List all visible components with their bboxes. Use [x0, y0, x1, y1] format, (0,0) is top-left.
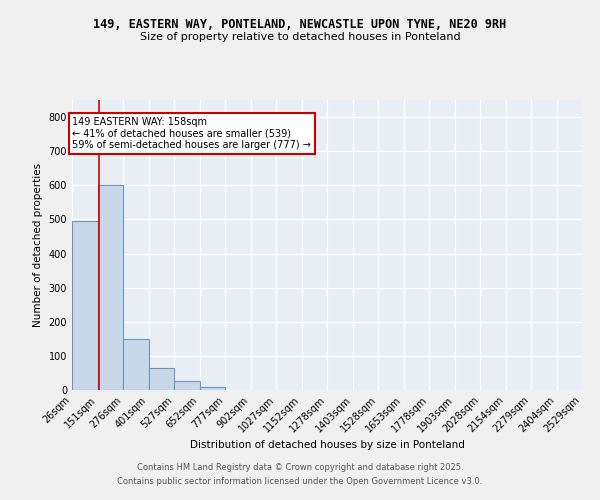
- Text: Size of property relative to detached houses in Ponteland: Size of property relative to detached ho…: [140, 32, 460, 42]
- X-axis label: Distribution of detached houses by size in Ponteland: Distribution of detached houses by size …: [190, 440, 464, 450]
- Bar: [149, 368, 174, 390]
- Text: 149, EASTERN WAY, PONTELAND, NEWCASTLE UPON TYNE, NE20 9RH: 149, EASTERN WAY, PONTELAND, NEWCASTLE U…: [94, 18, 506, 30]
- Text: 149 EASTERN WAY: 158sqm
← 41% of detached houses are smaller (539)
59% of semi-d: 149 EASTERN WAY: 158sqm ← 41% of detache…: [73, 117, 311, 150]
- Bar: [199, 388, 225, 390]
- Bar: [123, 339, 149, 390]
- Bar: [174, 381, 199, 390]
- Text: Contains HM Land Registry data © Crown copyright and database right 2025.: Contains HM Land Registry data © Crown c…: [137, 464, 463, 472]
- Y-axis label: Number of detached properties: Number of detached properties: [33, 163, 43, 327]
- Bar: [72, 221, 97, 390]
- Text: Contains public sector information licensed under the Open Government Licence v3: Contains public sector information licen…: [118, 477, 482, 486]
- Bar: [97, 186, 123, 390]
